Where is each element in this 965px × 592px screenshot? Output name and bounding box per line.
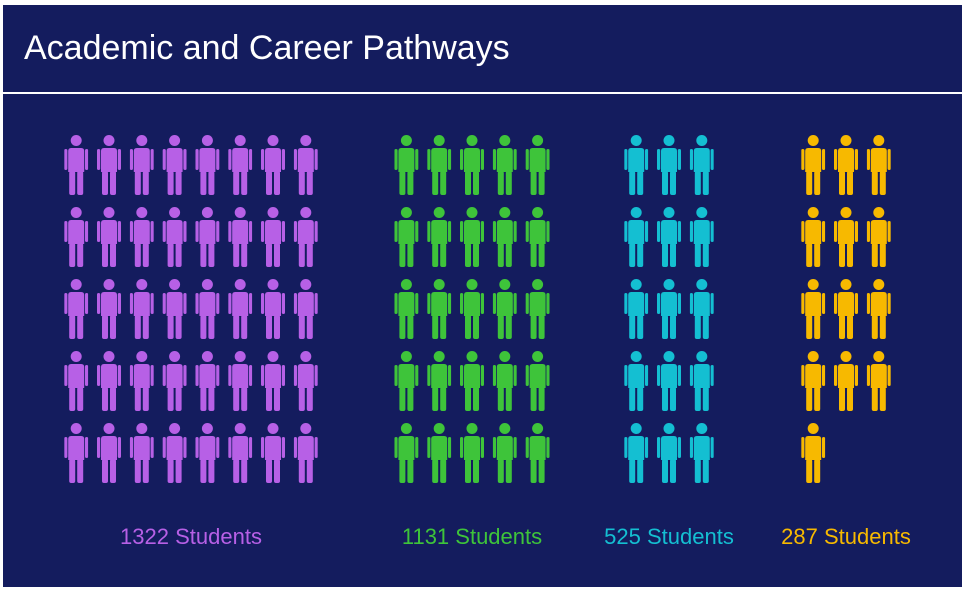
chart-title: Academic and Career Pathways (24, 29, 510, 67)
value-label: 287 Students (781, 524, 911, 549)
value-label: 1131 Students (402, 524, 542, 549)
value-label: 1322 Students (120, 524, 262, 549)
value-label: 525 Students (604, 524, 734, 549)
